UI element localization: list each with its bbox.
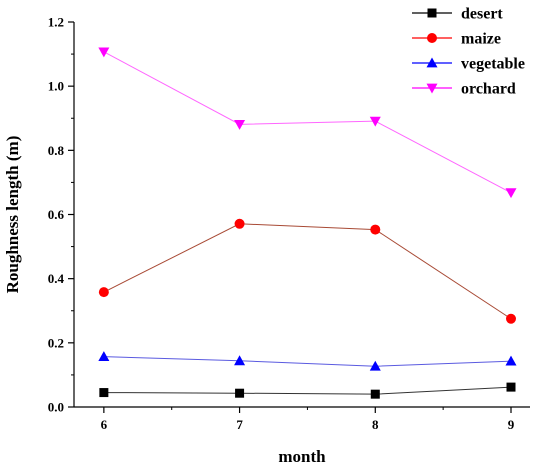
data-point-desert <box>99 388 109 398</box>
data-point-orchard <box>234 119 246 130</box>
y-tick-label: 0.0 <box>48 400 64 415</box>
legend: desert maize vegetable orchard <box>412 6 525 98</box>
legend-label-orchard: orchard <box>461 81 516 98</box>
data-point-maize <box>234 218 245 229</box>
series-line-vegetable <box>103 356 512 367</box>
data-point-maize <box>370 224 381 235</box>
y-tick-label: 1.0 <box>48 79 64 94</box>
y-axis-title: Roughness length (m) <box>3 136 22 294</box>
x-tick-label: 6 <box>101 417 108 432</box>
x-tick-label: 9 <box>508 417 515 432</box>
plot-area <box>98 47 517 399</box>
data-point-vegetable <box>505 355 517 366</box>
data-point-orchard <box>505 188 517 199</box>
data-point-vegetable <box>98 351 110 362</box>
data-point-desert <box>235 388 245 398</box>
series-line-orchard <box>103 51 512 194</box>
y-tick-label: 0.4 <box>48 271 65 286</box>
legend-label-maize: maize <box>461 31 501 48</box>
legend-label-vegetable: vegetable <box>461 56 525 73</box>
y-tick-label: 0.2 <box>48 335 64 350</box>
legend-marker-desert <box>427 8 437 18</box>
y-tick-label: 0.8 <box>48 143 65 158</box>
x-tick-label: 7 <box>236 417 243 432</box>
y-tick-label: 0.6 <box>48 207 65 222</box>
data-point-maize <box>506 313 516 324</box>
legend-label-desert: desert <box>461 6 503 23</box>
data-point-maize <box>98 287 109 298</box>
axes: 0.0 0.2 0.4 0.6 0.8 1.0 1.2 6 7 8 9 <box>48 15 530 432</box>
legend-marker-orchard <box>426 83 438 94</box>
x-tick-label: 8 <box>372 417 379 432</box>
legend-marker-vegetable <box>426 57 438 68</box>
series-line-maize <box>103 223 512 320</box>
x-axis-title: month <box>278 447 326 466</box>
legend-marker-maize <box>427 33 437 43</box>
data-point-desert <box>370 389 380 399</box>
y-tick-label: 1.2 <box>48 15 64 30</box>
data-point-vegetable <box>369 360 381 371</box>
data-point-orchard <box>98 47 110 58</box>
data-point-desert <box>506 382 516 392</box>
data-point-vegetable <box>234 355 246 366</box>
data-point-orchard <box>369 116 381 127</box>
series-line-desert <box>103 386 512 395</box>
